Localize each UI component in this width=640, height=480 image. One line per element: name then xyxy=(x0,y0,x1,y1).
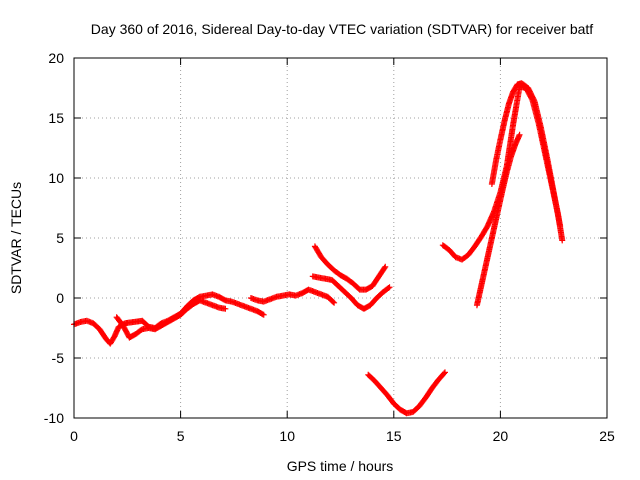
data-point xyxy=(222,305,229,312)
y-tick-label: 0 xyxy=(56,290,64,306)
data-points xyxy=(71,80,566,417)
data-point xyxy=(331,299,338,306)
y-tick-label: -10 xyxy=(44,410,64,426)
y-tick-label: 10 xyxy=(48,170,64,186)
axis-ticks: 0 5 10 15 20 25 -10 -5 0 5 10 15 20 xyxy=(44,50,615,444)
data-point xyxy=(260,311,267,318)
data-point xyxy=(382,263,389,270)
y-axis-label: SDTVAR / TECUs xyxy=(8,182,24,294)
x-tick-label: 0 xyxy=(70,428,78,444)
x-tick-label: 20 xyxy=(493,428,509,444)
data-point xyxy=(516,131,523,138)
data-point xyxy=(441,370,448,377)
y-tick-label: 20 xyxy=(48,50,64,66)
data-point xyxy=(386,284,393,291)
data-point xyxy=(330,298,337,305)
y-tick-label: -5 xyxy=(52,350,65,366)
data-point xyxy=(557,223,564,229)
chart-title: Day 360 of 2016, Sidereal Day-to-day VTE… xyxy=(91,21,594,37)
grid-lines xyxy=(74,58,607,418)
data-point xyxy=(385,285,392,291)
x-tick-label: 5 xyxy=(177,428,185,444)
data-point xyxy=(559,237,566,244)
plot-frame xyxy=(73,57,608,419)
x-tick-label: 25 xyxy=(599,428,615,444)
data-point xyxy=(381,264,388,271)
x-axis-label: GPS time / hours xyxy=(287,458,394,474)
y-tick-label: 5 xyxy=(56,230,64,246)
x-tick-label: 10 xyxy=(279,428,295,444)
y-tick-label: 15 xyxy=(48,110,64,126)
data-point xyxy=(441,369,448,376)
x-tick-label: 15 xyxy=(386,428,402,444)
